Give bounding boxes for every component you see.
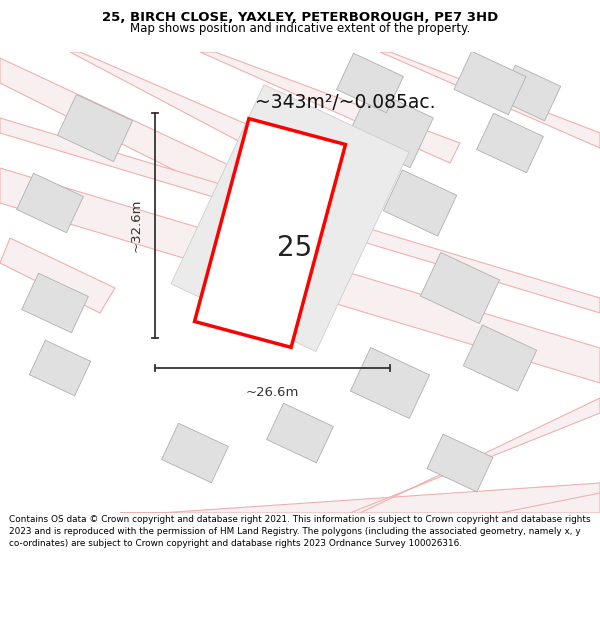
Polygon shape (350, 398, 600, 513)
Polygon shape (463, 325, 536, 391)
Polygon shape (454, 51, 526, 115)
Polygon shape (499, 65, 560, 121)
Polygon shape (161, 423, 229, 483)
Polygon shape (194, 119, 346, 348)
Polygon shape (198, 171, 302, 266)
Polygon shape (0, 238, 115, 313)
Polygon shape (337, 53, 403, 112)
Text: ~343m²/~0.085ac.: ~343m²/~0.085ac. (255, 94, 436, 112)
Polygon shape (29, 340, 91, 396)
Text: ~32.6m: ~32.6m (130, 199, 143, 252)
Polygon shape (490, 493, 600, 513)
Polygon shape (266, 403, 334, 462)
Text: ~26.6m: ~26.6m (246, 386, 299, 399)
Polygon shape (380, 52, 600, 148)
Polygon shape (22, 273, 88, 332)
Polygon shape (70, 52, 290, 163)
Polygon shape (0, 118, 600, 313)
Polygon shape (427, 434, 493, 492)
Polygon shape (476, 113, 544, 173)
Text: 25, BIRCH CLOSE, YAXLEY, PETERBOROUGH, PE7 3HD: 25, BIRCH CLOSE, YAXLEY, PETERBOROUGH, P… (102, 11, 498, 24)
Polygon shape (421, 253, 500, 324)
Polygon shape (200, 52, 460, 163)
Polygon shape (350, 348, 430, 419)
Text: Map shows position and indicative extent of the property.: Map shows position and indicative extent… (130, 22, 470, 36)
Polygon shape (58, 94, 133, 161)
Polygon shape (120, 483, 600, 513)
Polygon shape (0, 58, 235, 193)
Text: 25: 25 (277, 234, 313, 262)
Polygon shape (383, 170, 457, 236)
Polygon shape (171, 84, 409, 351)
Polygon shape (347, 88, 433, 168)
Polygon shape (17, 173, 83, 232)
Polygon shape (0, 168, 600, 383)
Text: Contains OS data © Crown copyright and database right 2021. This information is : Contains OS data © Crown copyright and d… (9, 515, 590, 548)
